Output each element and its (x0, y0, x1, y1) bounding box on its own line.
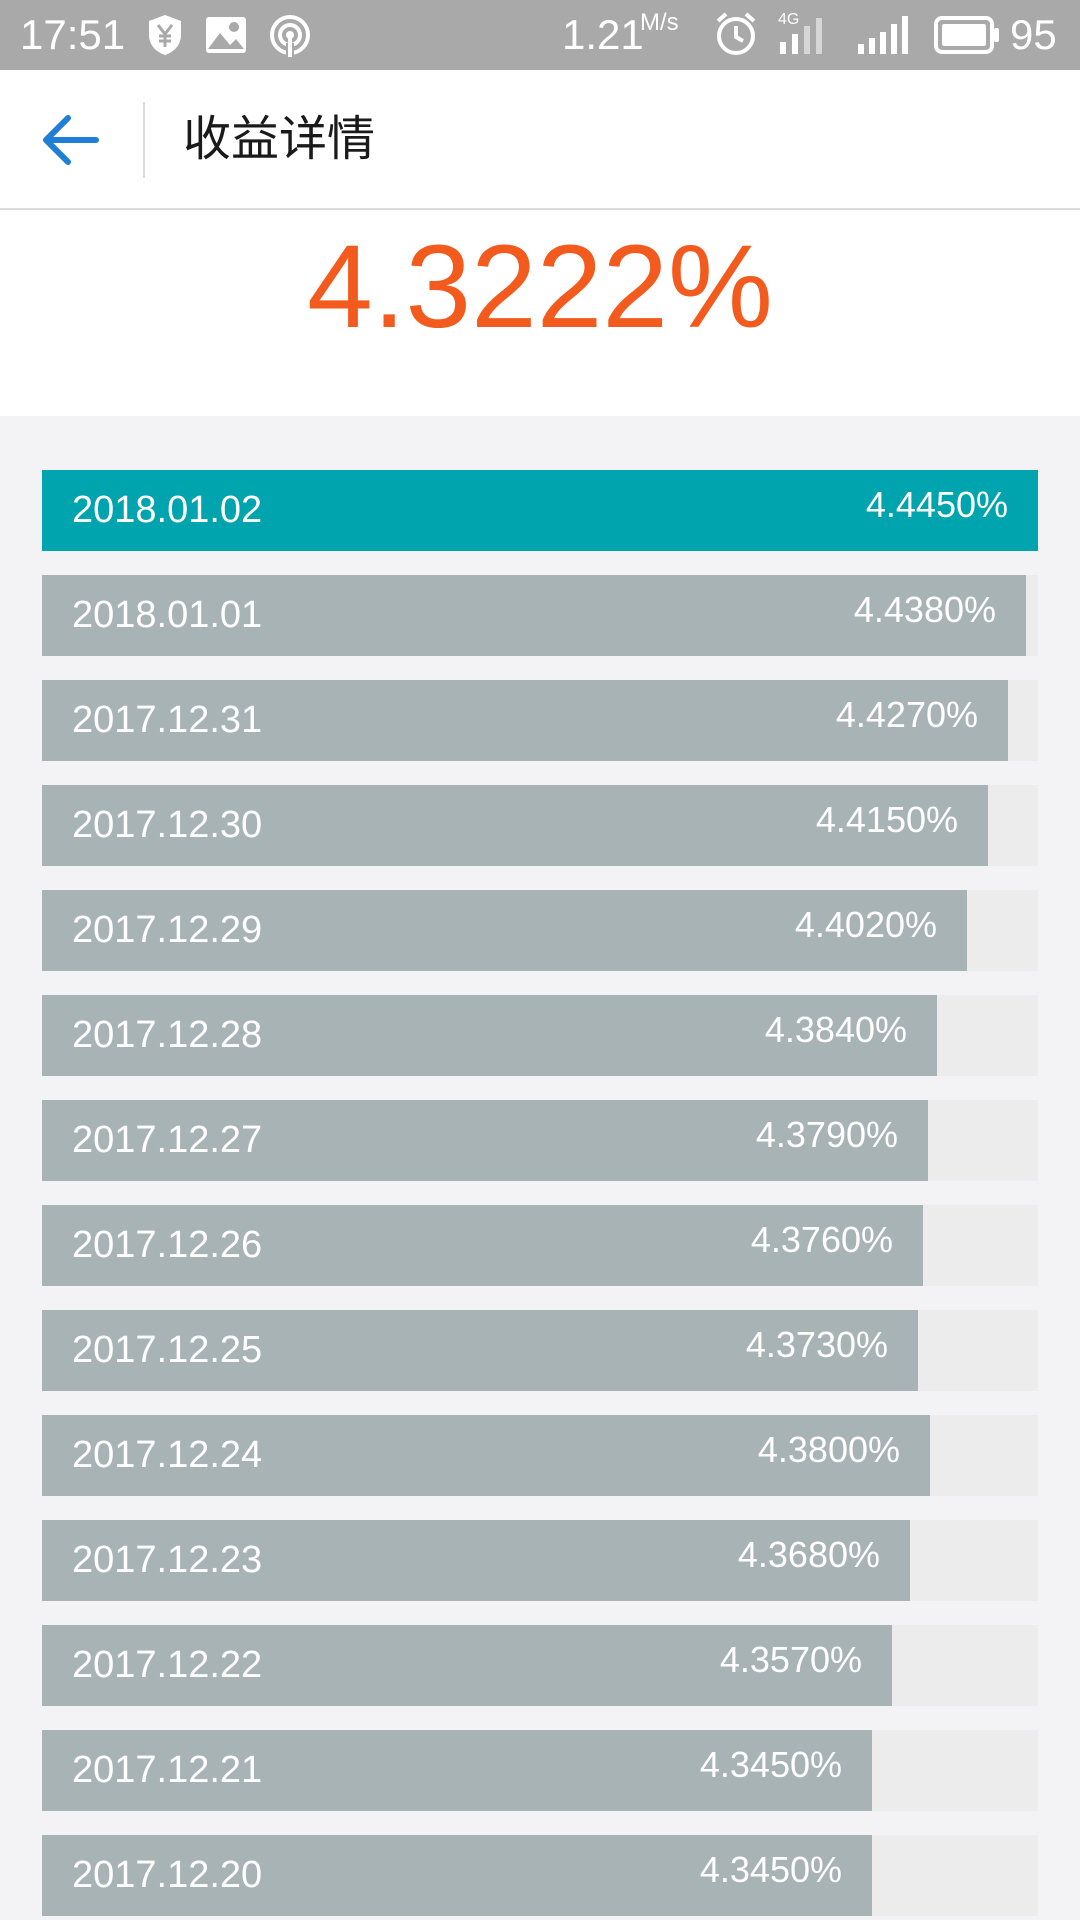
row-date: 2017.12.30 (72, 804, 263, 846)
bar (42, 995, 937, 1076)
row-date: 2017.12.21 (72, 1749, 263, 1791)
list-item[interactable]: 2018.01.02 4.4450% (42, 470, 1038, 551)
list-item[interactable]: 2017.12.21 4.3450% (42, 1730, 1038, 1811)
row-date: 2017.12.22 (72, 1644, 263, 1686)
row-value: 4.3450% (699, 1849, 842, 1890)
battery-icon (934, 16, 999, 54)
bar (42, 785, 988, 866)
row-value: 4.3730% (745, 1324, 888, 1365)
row-date: 2017.12.25 (72, 1329, 263, 1371)
bar (42, 1520, 910, 1601)
row-date: 2017.12.27 (72, 1119, 263, 1161)
list-item[interactable]: 2017.12.31 4.4270% (42, 680, 1038, 761)
list-item[interactable]: 2017.12.30 4.4150% (42, 785, 1038, 866)
row-value: 4.4450% (865, 484, 1008, 525)
row-date: 2018.01.02 (72, 489, 263, 531)
summary-section: 4.3222% (0, 210, 1080, 416)
status-battery-level: 95 (1010, 11, 1057, 58)
row-value: 4.4270% (835, 694, 978, 735)
row-value: 4.3790% (755, 1114, 898, 1155)
list-item[interactable]: 2017.12.29 4.4020% (42, 890, 1038, 971)
row-date: 2017.12.23 (72, 1539, 263, 1581)
status-speed-unit: M/s (640, 9, 679, 36)
row-value: 4.3800% (757, 1429, 900, 1470)
row-date: 2017.12.24 (72, 1434, 263, 1476)
header-divider (143, 102, 145, 178)
row-value: 4.4150% (815, 799, 958, 840)
summary-rate: 4.3222% (307, 221, 773, 353)
bar (42, 680, 1008, 761)
image-icon (206, 17, 246, 53)
list-item[interactable]: 2017.12.28 4.3840% (42, 995, 1038, 1076)
list-item[interactable]: 2017.12.26 4.3760% (42, 1205, 1038, 1286)
row-date: 2017.12.20 (72, 1854, 263, 1896)
row-date: 2017.12.31 (72, 699, 263, 741)
row-date: 2017.12.26 (72, 1224, 263, 1266)
bar (42, 1835, 872, 1916)
bar (42, 1205, 923, 1286)
arrow-left-icon[interactable] (30, 100, 114, 180)
list-item[interactable]: 2017.12.20 4.3450% (42, 1835, 1038, 1916)
back-button[interactable] (30, 100, 114, 180)
bar (42, 890, 967, 971)
wifi-signal-icon (858, 16, 908, 54)
row-value: 4.3570% (719, 1639, 862, 1680)
row-date: 2017.12.28 (72, 1014, 263, 1056)
bar (42, 470, 1038, 551)
row-date: 2017.12.29 (72, 909, 263, 951)
list-item[interactable]: 2018.01.01 4.4380% (42, 575, 1038, 656)
bar (42, 1625, 892, 1706)
hotspot-icon (270, 15, 310, 57)
row-value: 4.3680% (737, 1534, 880, 1575)
shield-yen-icon (149, 15, 181, 55)
status-speed: 1.21 (562, 11, 644, 58)
list-item[interactable]: 2017.12.25 4.3730% (42, 1310, 1038, 1391)
list-item[interactable]: 2017.12.22 4.3570% (42, 1625, 1038, 1706)
bar (42, 1310, 918, 1391)
row-value: 4.3840% (764, 1009, 907, 1050)
status-time: 17:51 (20, 11, 126, 58)
bar (42, 575, 1026, 656)
row-value: 4.3450% (699, 1744, 842, 1785)
bar (42, 1415, 930, 1496)
alarm-icon (716, 12, 756, 55)
row-value: 4.4380% (853, 589, 996, 630)
row-date: 2018.01.01 (72, 594, 263, 636)
page-title: 收益详情 (183, 113, 376, 166)
list-item[interactable]: 2017.12.24 4.3800% (42, 1415, 1038, 1496)
bar (42, 1100, 928, 1181)
row-value: 4.3760% (750, 1219, 893, 1260)
app-bar: 收益详情 (0, 70, 1080, 210)
bar (42, 1730, 872, 1811)
list-item[interactable]: 2017.12.27 4.3790% (42, 1100, 1038, 1181)
status-network: 4G (778, 11, 800, 28)
list-item[interactable]: 2017.12.23 4.3680% (42, 1520, 1038, 1601)
mobile-signal-icon (780, 18, 822, 54)
row-value: 4.4020% (794, 904, 937, 945)
status-bar: 17:51 1.21 M/s 4G 95 (0, 0, 1080, 70)
